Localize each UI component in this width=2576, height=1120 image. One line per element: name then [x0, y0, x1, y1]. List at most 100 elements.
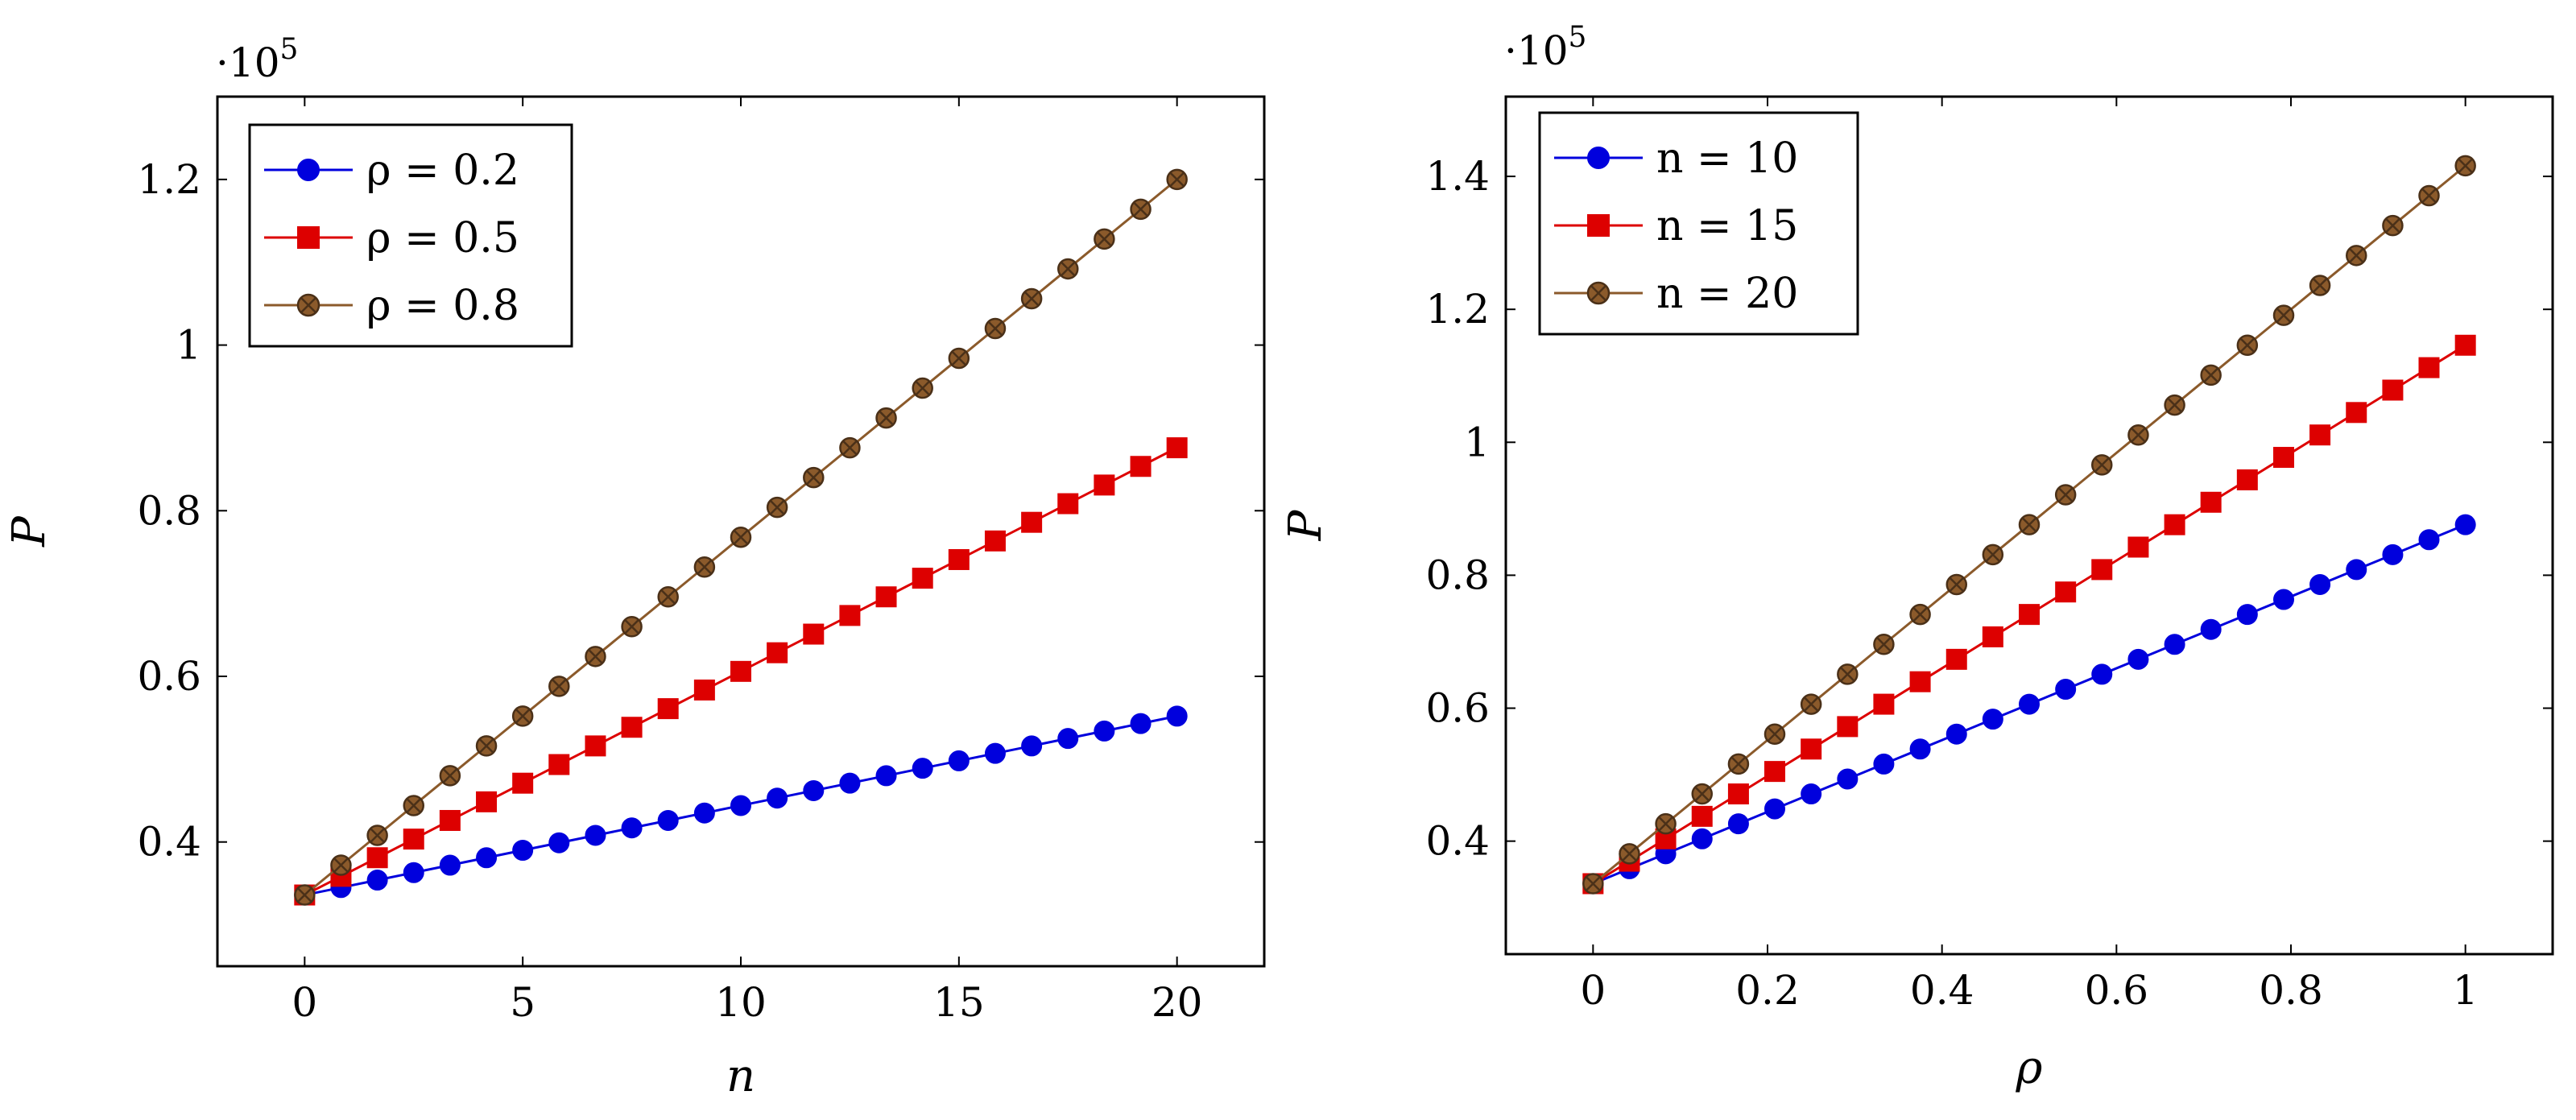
- data-point: [366, 825, 388, 846]
- data-point: [403, 829, 424, 850]
- data-point-cross-b: [297, 887, 312, 903]
- legend-entry-label: ρ = 0.2: [366, 147, 519, 195]
- data-point: [875, 586, 897, 608]
- data-point: [1837, 768, 1859, 790]
- y-tick-label: 0.8: [137, 487, 201, 534]
- data-point-cross-b: [515, 709, 531, 724]
- data-point: [1801, 738, 1822, 760]
- data-point: [2309, 275, 2331, 296]
- chart-right: 0 0.2 0.4 0.6 0.8 1 0.4 0.6 0.8 1 1.2 1.4 ·105 ρ Pn = …: [1280, 21, 2554, 1094]
- data-point: [912, 568, 933, 589]
- y-multiplier-exponent: 5: [1569, 21, 1587, 54]
- data-point-cross-b: [406, 798, 422, 813]
- data-point: [1094, 474, 1115, 496]
- data-point: [1094, 720, 1115, 742]
- data-point: [2127, 536, 2149, 558]
- data-point-cross-b: [1767, 726, 1783, 742]
- x-axis-label: ρ: [2016, 1042, 2043, 1094]
- data-point: [1057, 258, 1079, 280]
- data-point-cross-b: [2385, 217, 2400, 234]
- series-3: [1582, 155, 2476, 895]
- data-point: [984, 317, 1007, 340]
- plot-frame: [1504, 95, 2554, 956]
- data-point: [1873, 634, 1895, 655]
- data-point: [875, 765, 897, 787]
- legend-entry-label: n = 20: [1656, 270, 1798, 318]
- data-point-cross-b: [987, 320, 1003, 337]
- data-point-cross-b: [2348, 248, 2364, 263]
- data-point: [767, 787, 788, 809]
- data-point: [2382, 214, 2404, 237]
- data-point: [621, 616, 643, 638]
- data-point: [1909, 603, 1931, 626]
- data-point: [2309, 573, 2331, 595]
- data-point: [2346, 559, 2367, 581]
- data-point-cross-b: [1097, 231, 1112, 247]
- data-point: [2164, 514, 2185, 535]
- series-2: [1582, 334, 2476, 895]
- data-point: [1166, 705, 1188, 727]
- y-tick-label: 0.4: [137, 819, 201, 866]
- data-point: [948, 750, 970, 771]
- data-point: [2346, 245, 2367, 267]
- y-multiplier-label: ·105: [1504, 21, 1586, 74]
- data-point: [548, 754, 570, 775]
- data-point: [403, 862, 424, 883]
- legend-entry-label: ρ = 0.8: [366, 282, 519, 330]
- data-point: [1057, 728, 1079, 750]
- data-point: [2418, 184, 2440, 207]
- data-point-cross-b: [2458, 158, 2473, 174]
- data-point: [1582, 873, 1604, 895]
- data-point-cross-b: [2239, 337, 2256, 353]
- y-tick-label: 0.6: [1425, 685, 1490, 732]
- data-point: [1727, 813, 1749, 835]
- series-1: [1582, 514, 2476, 895]
- data-point-cross-b: [552, 679, 567, 694]
- data-point-cross-b: [2167, 397, 2182, 413]
- legend-marker: [297, 159, 320, 181]
- data-point: [475, 735, 498, 757]
- data-point: [1764, 798, 1785, 820]
- x-tick-label: 5: [510, 979, 535, 1026]
- legend-marker-cross-b: [300, 297, 316, 313]
- data-point: [439, 765, 461, 787]
- data-point: [2054, 484, 2077, 506]
- data-point: [1094, 228, 1115, 250]
- data-point-cross-b: [588, 649, 603, 664]
- data-point: [366, 847, 388, 869]
- data-point-cross-b: [2094, 457, 2110, 473]
- data-point: [2236, 604, 2258, 626]
- legend-marker: [296, 293, 320, 317]
- data-point: [511, 705, 534, 727]
- data-point: [1057, 493, 1079, 515]
- data-point: [766, 496, 788, 519]
- data-point: [1691, 805, 1713, 827]
- data-point-cross-b: [1694, 786, 1710, 802]
- data-point: [1691, 828, 1713, 849]
- data-point: [1945, 648, 1967, 670]
- data-point-cross-b: [915, 380, 930, 396]
- data-point: [730, 660, 751, 682]
- data-point: [1130, 456, 1152, 477]
- data-point: [2200, 491, 2222, 513]
- data-point-cross-b: [1586, 876, 1601, 891]
- y-multiplier-exponent: 5: [280, 33, 299, 66]
- x-tick-label: 0.2: [1735, 967, 1800, 1014]
- data-point: [693, 679, 715, 701]
- data-point-cross-b: [1023, 291, 1040, 307]
- data-point-cross-b: [1060, 261, 1076, 277]
- legend-entry-label: ρ = 0.5: [366, 214, 519, 262]
- data-point: [2454, 155, 2476, 177]
- data-point-cross-b: [478, 738, 494, 754]
- legend: n = 10 n = 15 n = 20: [1538, 111, 1859, 336]
- data-point: [1727, 783, 1749, 805]
- data-point-cross-b: [951, 350, 967, 366]
- data-point-cross-b: [1133, 201, 1148, 217]
- y-tick-label: 0.6: [137, 653, 201, 700]
- data-point: [476, 791, 498, 812]
- data-point-cross-b: [2203, 367, 2218, 383]
- data-point-cross-b: [1658, 816, 1673, 832]
- x-tick-label: 1: [2453, 967, 2479, 1014]
- y-multiplier-label: ·105: [216, 33, 298, 86]
- data-point: [621, 717, 643, 738]
